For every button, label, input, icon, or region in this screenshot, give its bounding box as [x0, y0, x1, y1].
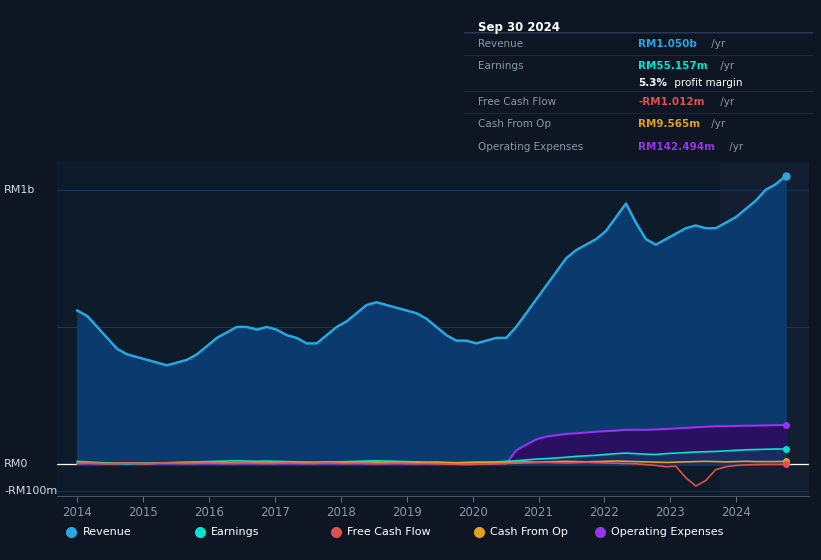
Text: /yr: /yr — [717, 61, 734, 71]
Text: -RM100m: -RM100m — [4, 487, 57, 497]
Text: RM1b: RM1b — [4, 185, 35, 195]
Text: /yr: /yr — [726, 142, 743, 152]
Text: RM142.494m: RM142.494m — [639, 142, 715, 152]
Text: Revenue: Revenue — [83, 528, 131, 537]
Text: Cash From Op: Cash From Op — [478, 119, 551, 129]
Text: /yr: /yr — [708, 39, 726, 49]
Text: Revenue: Revenue — [478, 39, 523, 49]
Text: RM9.565m: RM9.565m — [639, 119, 700, 129]
Text: Earnings: Earnings — [211, 528, 259, 537]
Text: Free Cash Flow: Free Cash Flow — [347, 528, 430, 537]
Text: 5.3%: 5.3% — [639, 78, 667, 88]
Text: Free Cash Flow: Free Cash Flow — [478, 97, 556, 107]
Text: profit margin: profit margin — [672, 78, 743, 88]
Text: -RM1.012m: -RM1.012m — [639, 97, 704, 107]
Text: Operating Expenses: Operating Expenses — [612, 528, 723, 537]
Text: /yr: /yr — [708, 119, 726, 129]
Text: /yr: /yr — [717, 97, 734, 107]
Text: Operating Expenses: Operating Expenses — [478, 142, 583, 152]
Text: Sep 30 2024: Sep 30 2024 — [478, 21, 560, 34]
Text: RM0: RM0 — [4, 459, 29, 469]
Text: Cash From Op: Cash From Op — [490, 528, 568, 537]
Text: RM1.050b: RM1.050b — [639, 39, 697, 49]
Text: Earnings: Earnings — [478, 61, 523, 71]
Text: RM55.157m: RM55.157m — [639, 61, 708, 71]
Bar — [720, 162, 815, 496]
